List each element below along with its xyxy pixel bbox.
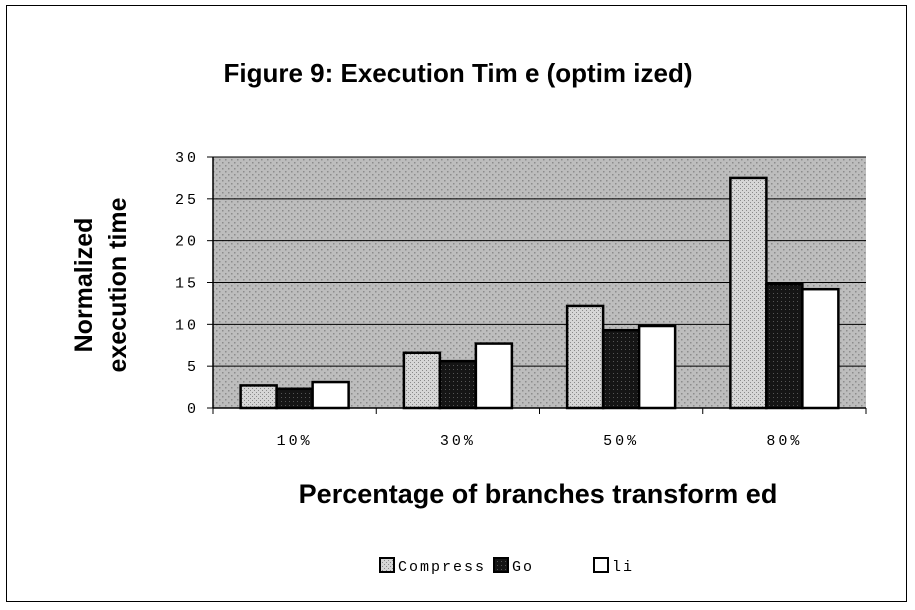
y-tick-label: 15 xyxy=(175,276,199,293)
bar-li-50pct xyxy=(637,324,677,410)
bar-li-30pct xyxy=(474,342,514,410)
x-tick-label: 80% xyxy=(766,433,802,450)
x-tick-label: 50% xyxy=(603,433,639,450)
bar-go-50pct xyxy=(601,328,641,410)
legend-label-li: li xyxy=(612,559,634,576)
y-tick-label: 5 xyxy=(187,359,199,376)
y-tick-label: 20 xyxy=(175,234,199,251)
chart-title: Figure 9: Execution Tim e (optim ized) xyxy=(223,58,692,88)
bar-go-10pct xyxy=(275,387,314,410)
bar-compress-50pct xyxy=(565,304,605,410)
y-tick-label: 10 xyxy=(175,317,199,334)
bar-li-80pct xyxy=(801,287,840,410)
y-tick-label: 30 xyxy=(175,150,199,167)
legend-swatch-go xyxy=(493,557,509,573)
legend-label-go: Go xyxy=(512,559,534,576)
x-axis-label: Percentage of branches transform ed xyxy=(299,479,778,509)
bar-compress-30pct xyxy=(402,351,442,410)
legend: Compress Go li xyxy=(379,557,634,576)
y-tick-label: 25 xyxy=(175,192,199,209)
bar-compress-80pct xyxy=(729,176,768,410)
bar-li-10pct xyxy=(311,380,350,410)
y-axis-label-line1: Normalized xyxy=(70,218,98,353)
legend-swatch-compress xyxy=(379,557,395,573)
y-tick-label: 0 xyxy=(187,401,199,418)
bar-go-30pct xyxy=(438,359,478,410)
legend-label-compress: Compress xyxy=(398,559,486,576)
x-tick-label: 10% xyxy=(277,433,313,450)
bar-go-80pct xyxy=(765,282,804,410)
legend-swatch-li xyxy=(593,557,609,573)
plot-area: 0 5 10 15 20 25 30 10% 30% 50% 80% xyxy=(175,150,867,450)
x-tick-label: 30% xyxy=(440,433,476,450)
y-axis-label: Normalized execution time xyxy=(70,197,132,372)
bar-compress-10pct xyxy=(239,384,278,410)
y-axis-label-line2: execution time xyxy=(104,197,132,372)
